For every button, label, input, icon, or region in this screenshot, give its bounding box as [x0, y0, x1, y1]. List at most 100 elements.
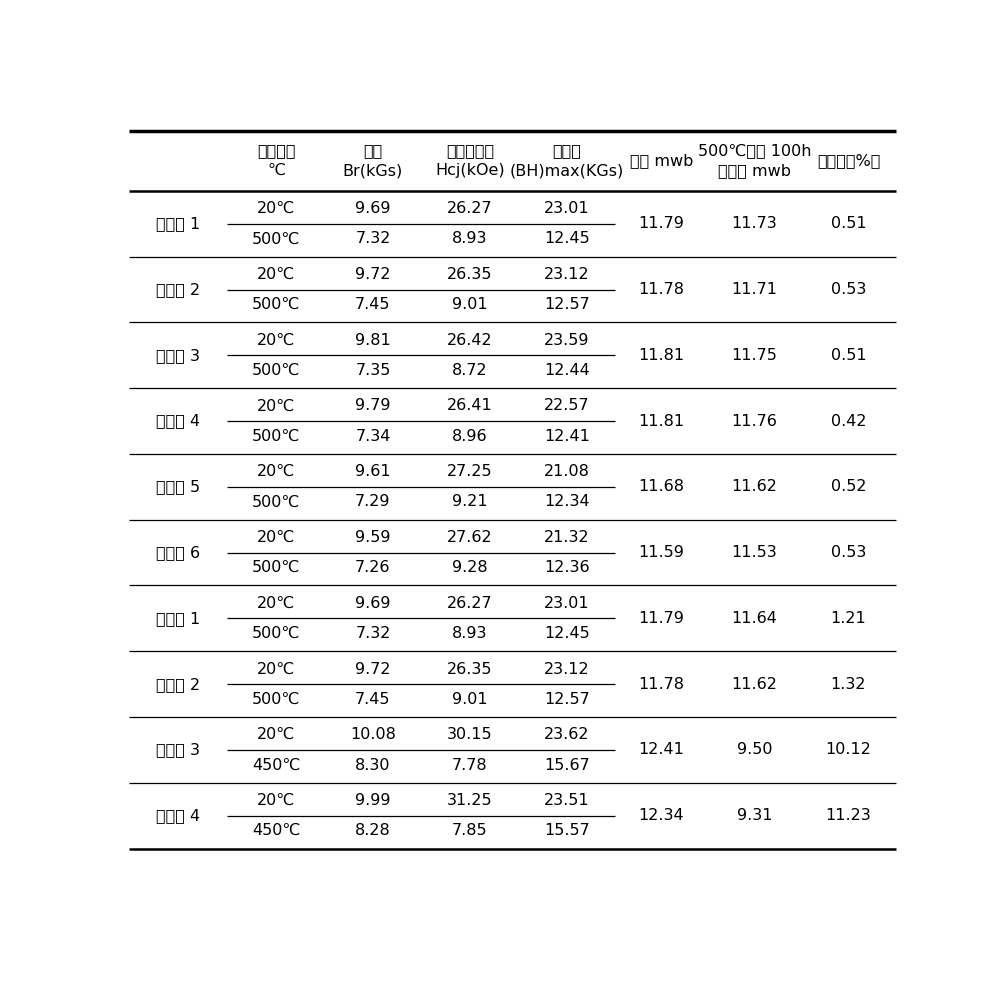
Text: 9.79: 9.79: [355, 398, 391, 413]
Text: 11.81: 11.81: [638, 348, 684, 363]
Text: 20℃: 20℃: [257, 267, 295, 282]
Text: 500℃: 500℃: [252, 429, 300, 444]
Text: 26.35: 26.35: [447, 662, 493, 677]
Text: 剩磁
Br(kGs): 剩磁 Br(kGs): [343, 143, 403, 178]
Text: 实施例 1: 实施例 1: [156, 216, 200, 231]
Text: 实施例 4: 实施例 4: [156, 414, 200, 429]
Text: 15.57: 15.57: [544, 823, 590, 838]
Text: 27.25: 27.25: [447, 464, 493, 479]
Text: 11.59: 11.59: [638, 545, 684, 560]
Text: 11.62: 11.62: [731, 677, 777, 692]
Text: 20℃: 20℃: [257, 530, 295, 545]
Text: 26.35: 26.35: [447, 267, 493, 282]
Text: 实施例 3: 实施例 3: [156, 348, 200, 363]
Text: 实施例 6: 实施例 6: [156, 545, 200, 560]
Text: 9.99: 9.99: [355, 793, 391, 808]
Text: 11.81: 11.81: [638, 414, 684, 429]
Text: 8.72: 8.72: [452, 363, 488, 378]
Text: 20℃: 20℃: [257, 596, 295, 611]
Text: 22.57: 22.57: [544, 398, 590, 413]
Text: 23.01: 23.01: [544, 596, 590, 611]
Text: 12.45: 12.45: [544, 231, 590, 246]
Text: 26.27: 26.27: [447, 202, 493, 216]
Text: 1.21: 1.21: [831, 611, 866, 625]
Text: 12.45: 12.45: [544, 626, 590, 641]
Text: 9.69: 9.69: [355, 596, 391, 611]
Text: 7.32: 7.32: [355, 231, 391, 246]
Text: 23.59: 23.59: [544, 333, 590, 348]
Text: 9.21: 9.21: [452, 494, 488, 510]
Text: 11.78: 11.78: [638, 283, 684, 297]
Text: 0.51: 0.51: [831, 216, 866, 231]
Text: 20℃: 20℃: [257, 464, 295, 479]
Text: 11.79: 11.79: [638, 611, 684, 625]
Text: 500℃: 500℃: [252, 297, 300, 312]
Text: 9.50: 9.50: [737, 742, 772, 758]
Text: 11.68: 11.68: [638, 479, 684, 494]
Text: 测试温度
℃: 测试温度 ℃: [257, 143, 295, 178]
Text: 11.76: 11.76: [731, 414, 777, 429]
Text: 12.57: 12.57: [544, 297, 590, 312]
Text: 7.29: 7.29: [355, 494, 391, 510]
Text: 20℃: 20℃: [257, 793, 295, 808]
Text: 27.62: 27.62: [447, 530, 493, 545]
Text: 30.15: 30.15: [447, 727, 493, 742]
Text: 12.41: 12.41: [638, 742, 684, 758]
Text: 9.01: 9.01: [452, 297, 488, 312]
Text: 11.73: 11.73: [731, 216, 777, 231]
Text: 500℃: 500℃: [252, 363, 300, 378]
Text: 7.34: 7.34: [355, 429, 391, 444]
Text: 11.75: 11.75: [731, 348, 777, 363]
Text: 500℃: 500℃: [252, 231, 300, 246]
Text: 20℃: 20℃: [257, 333, 295, 348]
Text: 20℃: 20℃: [257, 662, 295, 677]
Text: 11.79: 11.79: [638, 216, 684, 231]
Text: 12.44: 12.44: [544, 363, 590, 378]
Text: 9.61: 9.61: [355, 464, 391, 479]
Text: 23.12: 23.12: [544, 662, 590, 677]
Text: 11.62: 11.62: [731, 479, 777, 494]
Text: 0.53: 0.53: [831, 283, 866, 297]
Text: 7.32: 7.32: [355, 626, 391, 641]
Text: 26.41: 26.41: [447, 398, 493, 413]
Text: 9.31: 9.31: [737, 808, 772, 823]
Text: 11.78: 11.78: [638, 677, 684, 692]
Text: 23.12: 23.12: [544, 267, 590, 282]
Text: 20℃: 20℃: [257, 202, 295, 216]
Text: 10.12: 10.12: [826, 742, 871, 758]
Text: 11.23: 11.23: [826, 808, 871, 823]
Text: 11.53: 11.53: [731, 545, 777, 560]
Text: 23.01: 23.01: [544, 202, 590, 216]
Text: 9.69: 9.69: [355, 202, 391, 216]
Text: 11.64: 11.64: [731, 611, 777, 625]
Text: 内禀矫顽力
Hcj(kOe): 内禀矫顽力 Hcj(kOe): [435, 143, 505, 178]
Text: 9.72: 9.72: [355, 662, 391, 677]
Text: 0.52: 0.52: [831, 479, 866, 494]
Text: 磁能级
(BH)max(KGs): 磁能级 (BH)max(KGs): [510, 143, 624, 178]
Text: 21.08: 21.08: [544, 464, 590, 479]
Text: 12.34: 12.34: [638, 808, 684, 823]
Text: 7.45: 7.45: [355, 692, 391, 706]
Text: 23.62: 23.62: [544, 727, 590, 742]
Text: 7.85: 7.85: [452, 823, 488, 838]
Text: 500℃: 500℃: [252, 560, 300, 575]
Text: 7.26: 7.26: [355, 560, 391, 575]
Text: 21.32: 21.32: [544, 530, 590, 545]
Text: 退磁率（%）: 退磁率（%）: [817, 153, 880, 168]
Text: 对比例 3: 对比例 3: [156, 742, 200, 758]
Text: 9.81: 9.81: [355, 333, 391, 348]
Text: 12.41: 12.41: [544, 429, 590, 444]
Text: 26.42: 26.42: [447, 333, 493, 348]
Text: 对比例 4: 对比例 4: [156, 808, 200, 823]
Text: 7.78: 7.78: [452, 758, 488, 773]
Text: 9.72: 9.72: [355, 267, 391, 282]
Text: 对比例 2: 对比例 2: [156, 677, 200, 692]
Text: 8.30: 8.30: [355, 758, 391, 773]
Text: 0.42: 0.42: [831, 414, 866, 429]
Text: 7.35: 7.35: [355, 363, 391, 378]
Text: 实施例 5: 实施例 5: [156, 479, 200, 494]
Text: 9.28: 9.28: [452, 560, 488, 575]
Text: 12.36: 12.36: [544, 560, 590, 575]
Text: 0.53: 0.53: [831, 545, 866, 560]
Text: 8.28: 8.28: [355, 823, 391, 838]
